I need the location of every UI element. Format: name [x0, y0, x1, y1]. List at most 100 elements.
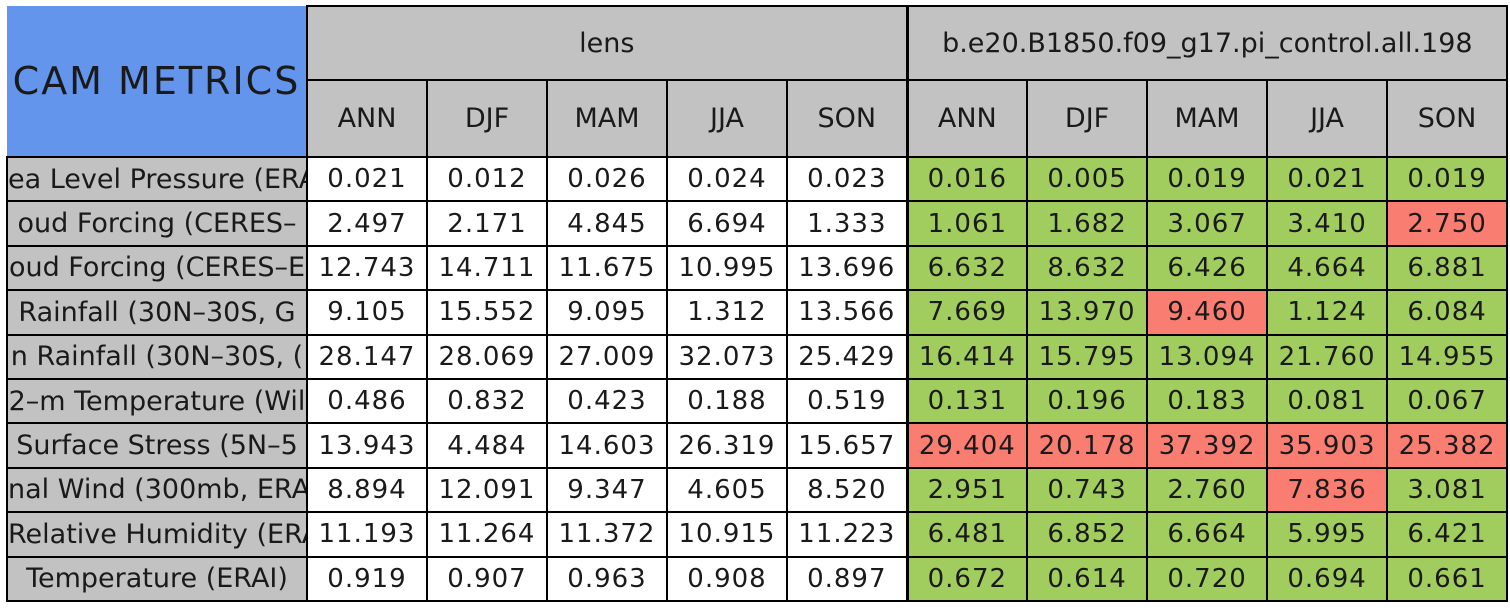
season-header-control-djf: DJF — [1026, 79, 1149, 158]
metric-label: oud Forcing (CERES– — [6, 200, 308, 247]
control-value-cell: 1.124 — [1266, 289, 1389, 336]
control-value-cell: 0.016 — [905, 155, 1029, 203]
control-value-cell: 25.382 — [1386, 422, 1509, 469]
group-header-lens: lens — [305, 5, 909, 81]
lens-value-cell: 0.963 — [546, 555, 668, 603]
control-value-cell: 2.951 — [905, 466, 1029, 514]
metric-row: Surface Stress (5N–5 13.943 4.484 14.603 26.… — [6, 422, 1509, 469]
lens-value-cell: 10.915 — [666, 511, 788, 558]
lens-value-cell: 11.372 — [546, 511, 668, 558]
group-header-control-run: b.e20.B1850.f09_g17.pi_control.all.198 — [905, 5, 1509, 81]
metric-label: ea Level Pressure (ERA — [6, 155, 308, 203]
lens-value-cell: 0.907 — [426, 555, 548, 603]
lens-value-cell: 25.429 — [785, 333, 909, 380]
season-header-lens-son: SON — [785, 79, 909, 158]
control-value-cell: 3.410 — [1266, 200, 1389, 247]
lens-value-cell: 13.943 — [306, 422, 428, 469]
control-value-cell: 6.426 — [1146, 244, 1269, 292]
control-value-cell: 2.750 — [1386, 200, 1509, 247]
control-value-cell: 9.460 — [1146, 289, 1269, 336]
season-header-control-son: SON — [1386, 79, 1509, 158]
control-value-cell: 0.131 — [905, 377, 1029, 425]
lens-value-cell: 0.423 — [546, 377, 668, 425]
metric-row: Rainfall (30N–30S, G 9.105 15.552 9.095 1.31… — [6, 289, 1509, 336]
lens-value-cell: 0.897 — [785, 555, 909, 603]
lens-value-cell: 13.566 — [785, 289, 909, 336]
lens-value-cell: 11.675 — [546, 244, 668, 292]
control-value-cell: 7.669 — [905, 289, 1029, 336]
metric-label: n Rainfall (30N–30S, ( — [6, 333, 308, 380]
lens-value-cell: 11.193 — [306, 511, 428, 558]
control-value-cell: 15.795 — [1026, 333, 1149, 380]
control-value-cell: 6.632 — [905, 244, 1029, 292]
lens-value-cell: 1.333 — [785, 200, 909, 247]
control-value-cell: 2.760 — [1146, 466, 1269, 514]
season-header-control-ann: ANN — [905, 79, 1029, 158]
metric-row: Temperature (ERAI) 0.919 0.907 0.963 0.908 0.… — [6, 555, 1509, 603]
lens-value-cell: 0.919 — [306, 555, 428, 603]
lens-value-cell: 11.223 — [785, 511, 909, 558]
control-value-cell: 8.632 — [1026, 244, 1149, 292]
lens-value-cell: 14.711 — [426, 244, 548, 292]
control-value-cell: 0.743 — [1026, 466, 1149, 514]
cam-metrics-title: CAM METRICS — [7, 6, 308, 158]
control-value-cell: 0.019 — [1146, 155, 1269, 203]
lens-value-cell: 4.605 — [666, 466, 788, 514]
control-value-cell: 0.672 — [905, 555, 1029, 603]
lens-value-cell: 2.171 — [426, 200, 548, 247]
control-value-cell: 0.694 — [1266, 555, 1389, 603]
lens-value-cell: 28.147 — [306, 333, 428, 380]
lens-value-cell: 28.069 — [426, 333, 548, 380]
control-value-cell: 16.414 — [905, 333, 1029, 380]
control-value-cell: 6.852 — [1026, 511, 1149, 558]
control-value-cell: 7.836 — [1266, 466, 1389, 514]
control-value-cell: 6.084 — [1386, 289, 1509, 336]
lens-value-cell: 0.188 — [666, 377, 788, 425]
metric-label: Temperature (ERAI) — [6, 555, 308, 603]
lens-value-cell: 2.497 — [306, 200, 428, 247]
lens-value-cell: 8.894 — [306, 466, 428, 514]
control-value-cell: 21.760 — [1266, 333, 1389, 380]
control-value-cell: 0.661 — [1386, 555, 1509, 603]
control-value-cell: 35.903 — [1266, 422, 1389, 469]
control-value-cell: 0.067 — [1386, 377, 1509, 425]
metric-label: 2–m Temperature (Wil — [6, 377, 308, 425]
control-value-cell: 0.183 — [1146, 377, 1269, 425]
control-value-cell: 3.081 — [1386, 466, 1509, 514]
lens-value-cell: 15.657 — [785, 422, 909, 469]
control-value-cell: 0.019 — [1386, 155, 1509, 203]
season-header-lens-jja: JJA — [666, 79, 788, 158]
metric-label: Surface Stress (5N–5 — [6, 422, 308, 469]
lens-value-cell: 32.073 — [666, 333, 788, 380]
lens-value-cell: 14.603 — [546, 422, 668, 469]
control-value-cell: 0.005 — [1026, 155, 1149, 203]
control-value-cell: 0.081 — [1266, 377, 1389, 425]
lens-value-cell: 0.486 — [306, 377, 428, 425]
control-value-cell: 0.720 — [1146, 555, 1269, 603]
control-value-cell: 37.392 — [1146, 422, 1269, 469]
season-header-row: ANN DJF MAM JJA SON ANN DJF MAM JJA SON — [7, 79, 1509, 158]
metric-label: nal Wind (300mb, ERA — [6, 466, 308, 514]
control-value-cell: 1.061 — [905, 200, 1029, 247]
season-header-control-mam: MAM — [1146, 79, 1269, 158]
season-header-lens-mam: MAM — [546, 79, 668, 158]
lens-value-cell: 0.519 — [785, 377, 909, 425]
control-value-cell: 20.178 — [1026, 422, 1149, 469]
control-value-cell: 29.404 — [905, 422, 1029, 469]
lens-value-cell: 4.845 — [546, 200, 668, 247]
cam-metrics-table: CAM METRICS lens b.e20.B1850.f09_g17.pi_… — [6, 5, 1509, 603]
metric-label: Relative Humidity (ERAI — [6, 511, 308, 558]
control-value-cell: 1.682 — [1026, 200, 1149, 247]
control-value-cell: 5.995 — [1266, 511, 1389, 558]
lens-value-cell: 9.095 — [546, 289, 668, 336]
metric-row: Relative Humidity (ERAI 11.193 11.264 11.37… — [6, 511, 1509, 558]
lens-value-cell: 9.347 — [546, 466, 668, 514]
control-value-cell: 0.196 — [1026, 377, 1149, 425]
lens-value-cell: 9.105 — [306, 289, 428, 336]
control-value-cell: 6.881 — [1386, 244, 1509, 292]
metric-label: oud Forcing (CERES–E — [6, 244, 308, 292]
control-value-cell: 13.970 — [1026, 289, 1149, 336]
lens-value-cell: 12.743 — [306, 244, 428, 292]
metrics-body: ea Level Pressure (ERA 0.021 0.012 0.026 0.0… — [6, 155, 1509, 603]
